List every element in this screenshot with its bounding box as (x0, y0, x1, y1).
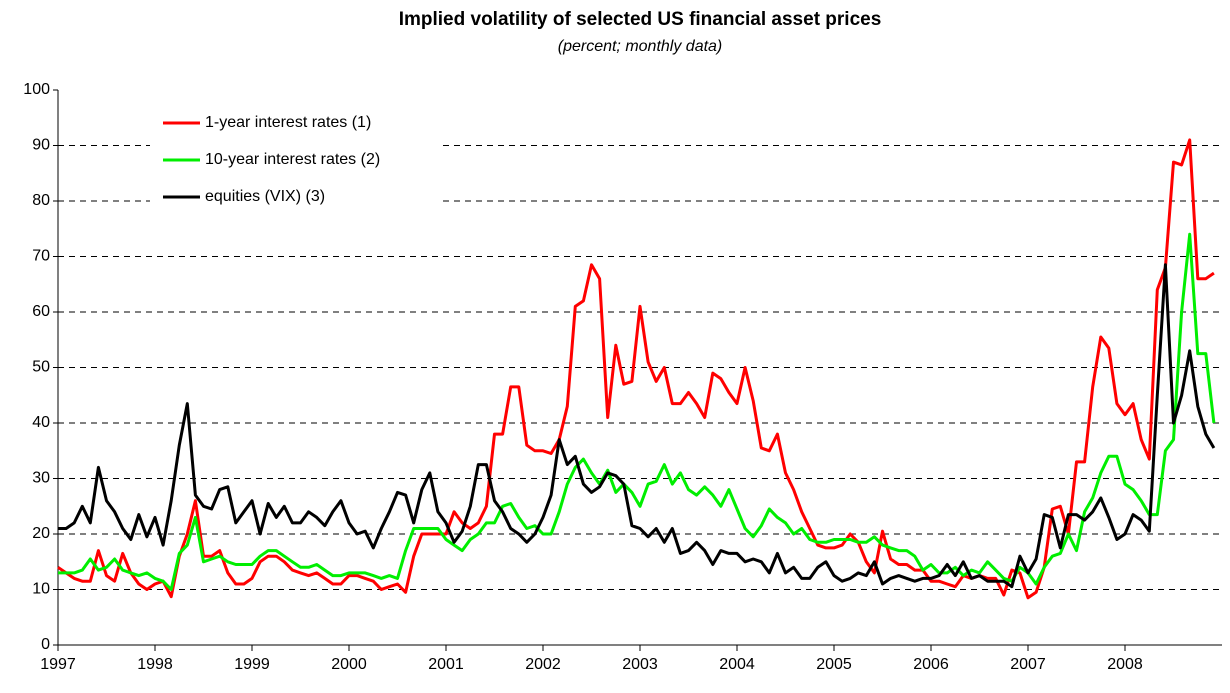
series-line (58, 263, 1216, 589)
x-tick-label: 2008 (1107, 656, 1143, 673)
x-tick-label: 2003 (622, 656, 658, 673)
y-tick-label: 30 (32, 470, 50, 487)
chart-subtitle: (percent; monthly data) (558, 38, 723, 55)
legend-label: equities (VIX) (3) (205, 188, 325, 205)
y-tick-label: 0 (41, 636, 50, 653)
x-tick-label: 2007 (1010, 656, 1046, 673)
y-tick-label: 60 (32, 303, 50, 320)
y-tick-label: 90 (32, 137, 50, 154)
x-tick-label: 2004 (719, 656, 755, 673)
x-tick-label: 2000 (331, 656, 367, 673)
x-tick-label: 2002 (525, 656, 561, 673)
y-tick-label: 20 (32, 525, 50, 542)
legend-label: 1-year interest rates (1) (205, 114, 371, 131)
x-tick-label: 2001 (428, 656, 464, 673)
series-line (57, 138, 1215, 600)
y-tick-label: 10 (32, 581, 50, 598)
chart-title: Implied volatility of selected US financ… (399, 9, 882, 30)
x-tick-label: 1997 (40, 656, 76, 673)
legend-label: 10-year interest rates (2) (205, 151, 380, 168)
y-tick-label: 40 (32, 414, 50, 431)
x-tick-label: 2006 (913, 656, 949, 673)
y-tick-label: 70 (32, 248, 50, 265)
x-tick-label: 2005 (816, 656, 852, 673)
y-tick-label: 50 (32, 359, 50, 376)
y-tick-label: 100 (23, 81, 50, 98)
y-tick-label: 80 (32, 192, 50, 209)
x-tick-label: 1998 (137, 656, 173, 673)
x-tick-label: 1999 (234, 656, 270, 673)
series-line (58, 232, 1216, 591)
